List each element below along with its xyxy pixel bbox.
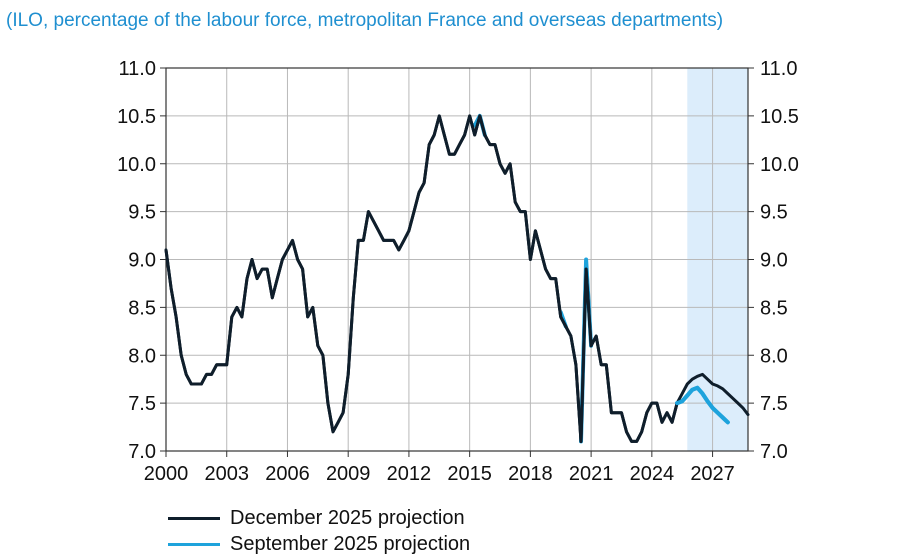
legend-line-september [168, 542, 220, 546]
y-tick-label-right: 9.0 [760, 250, 788, 272]
y-tick-label-left: 8.5 [128, 297, 156, 319]
chart-legend: December 2025 projection September 2025 … [168, 505, 470, 557]
series-line-september-2025-projection [675, 385, 730, 425]
y-tick-label-right: 10.5 [760, 106, 799, 128]
x-tick-label: 2027 [690, 463, 735, 485]
y-tick-label-left: 7.0 [128, 441, 156, 463]
y-tick-label-left: 10.5 [117, 106, 156, 128]
x-tick-label: 2006 [265, 463, 310, 485]
legend-item-december: December 2025 projection [168, 505, 470, 531]
y-tick-label-right: 11.0 [760, 58, 797, 80]
y-tick-label-left: 9.0 [128, 250, 156, 272]
x-tick-label: 2003 [204, 463, 249, 485]
y-tick-label-right: 8.5 [760, 297, 788, 319]
unemployment-rate-chart: 7.0 7.0 7.5 7.5 8.0 8.0 8.5 8.5 9.0 9.0 9.5 9.5 10.0… [117, 58, 799, 485]
x-tick-label: 2000 [144, 463, 189, 485]
series-line-december-2025-history [164, 114, 679, 443]
y-tick-label-left: 7.5 [128, 393, 156, 415]
x-tick-label: 2018 [508, 463, 553, 485]
y-tick-label-right: 7.0 [760, 441, 788, 463]
legend-label-september: September 2025 projection [230, 532, 471, 555]
y-tick-label-left: 9.5 [128, 202, 156, 224]
x-tick-label: 2021 [569, 463, 614, 485]
series-line-december-2025 [164, 114, 750, 443]
x-tick-label: 2015 [447, 463, 492, 485]
y-tick-label-right: 10.0 [760, 154, 799, 176]
chart-subtitle: (ILO, percentage of the labour force, me… [6, 10, 724, 31]
y-tick-label-right: 8.0 [760, 345, 788, 367]
legend-label-december: December 2025 projection [230, 506, 465, 529]
y-tick-label-right: 9.5 [760, 202, 788, 224]
legend-item-september: September 2025 projection [168, 531, 470, 557]
y-tick-label-left: 11.0 [119, 58, 156, 80]
x-tick-label: 2012 [387, 463, 432, 485]
legend-line-december [168, 516, 220, 520]
y-tick-label-right: 7.5 [760, 393, 788, 415]
x-tick-label: 2009 [326, 463, 371, 485]
x-tick-label: 2024 [630, 463, 675, 485]
y-tick-label-left: 8.0 [128, 345, 156, 367]
y-tick-label-left: 10.0 [117, 154, 156, 176]
